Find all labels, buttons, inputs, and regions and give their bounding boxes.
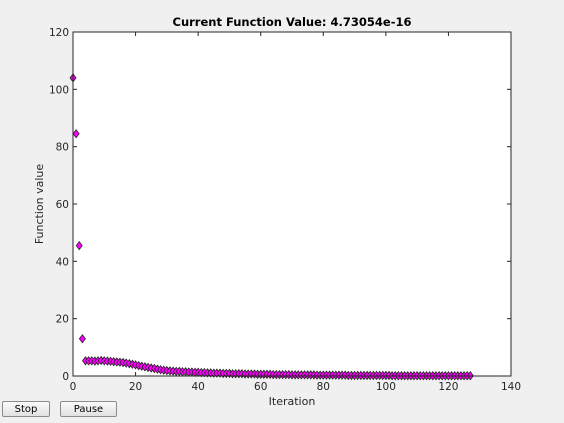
- y-tick-label: 20: [56, 314, 69, 326]
- x-tick-label: 40: [191, 381, 204, 393]
- y-axis-label: Function value: [33, 164, 46, 245]
- y-tick-label: 80: [56, 142, 69, 154]
- axis-ticks: 0 20 40 60 80 100 120 140 0 20 40 60 80 100 120: [49, 27, 521, 393]
- axes-box: [72, 31, 512, 377]
- y-tick-label: 60: [56, 199, 69, 211]
- x-tick-label: 60: [254, 381, 267, 393]
- x-tick-label: 80: [317, 381, 330, 393]
- axes-background: [73, 32, 511, 376]
- x-tick-label: 140: [501, 381, 521, 393]
- x-tick-label: 20: [129, 381, 142, 393]
- data-point-marker: [72, 129, 80, 139]
- data-markers: [69, 73, 474, 381]
- x-tick-label: 100: [376, 381, 396, 393]
- x-tick-label: 120: [438, 381, 458, 393]
- chart-title: Current Function Value: 4.73054e-16: [173, 15, 412, 29]
- y-tick-label: 100: [49, 84, 69, 96]
- y-tick-label: 120: [49, 27, 69, 39]
- data-point-marker: [75, 240, 83, 251]
- y-tick-label: 0: [62, 371, 69, 383]
- x-tick-label: 0: [70, 381, 77, 393]
- stop-button[interactable]: Stop: [2, 401, 50, 417]
- pause-button[interactable]: Pause: [60, 401, 117, 417]
- data-point-marker: [78, 334, 86, 344]
- x-axis-label: Iteration: [269, 395, 316, 408]
- y-tick-label: 40: [56, 256, 69, 268]
